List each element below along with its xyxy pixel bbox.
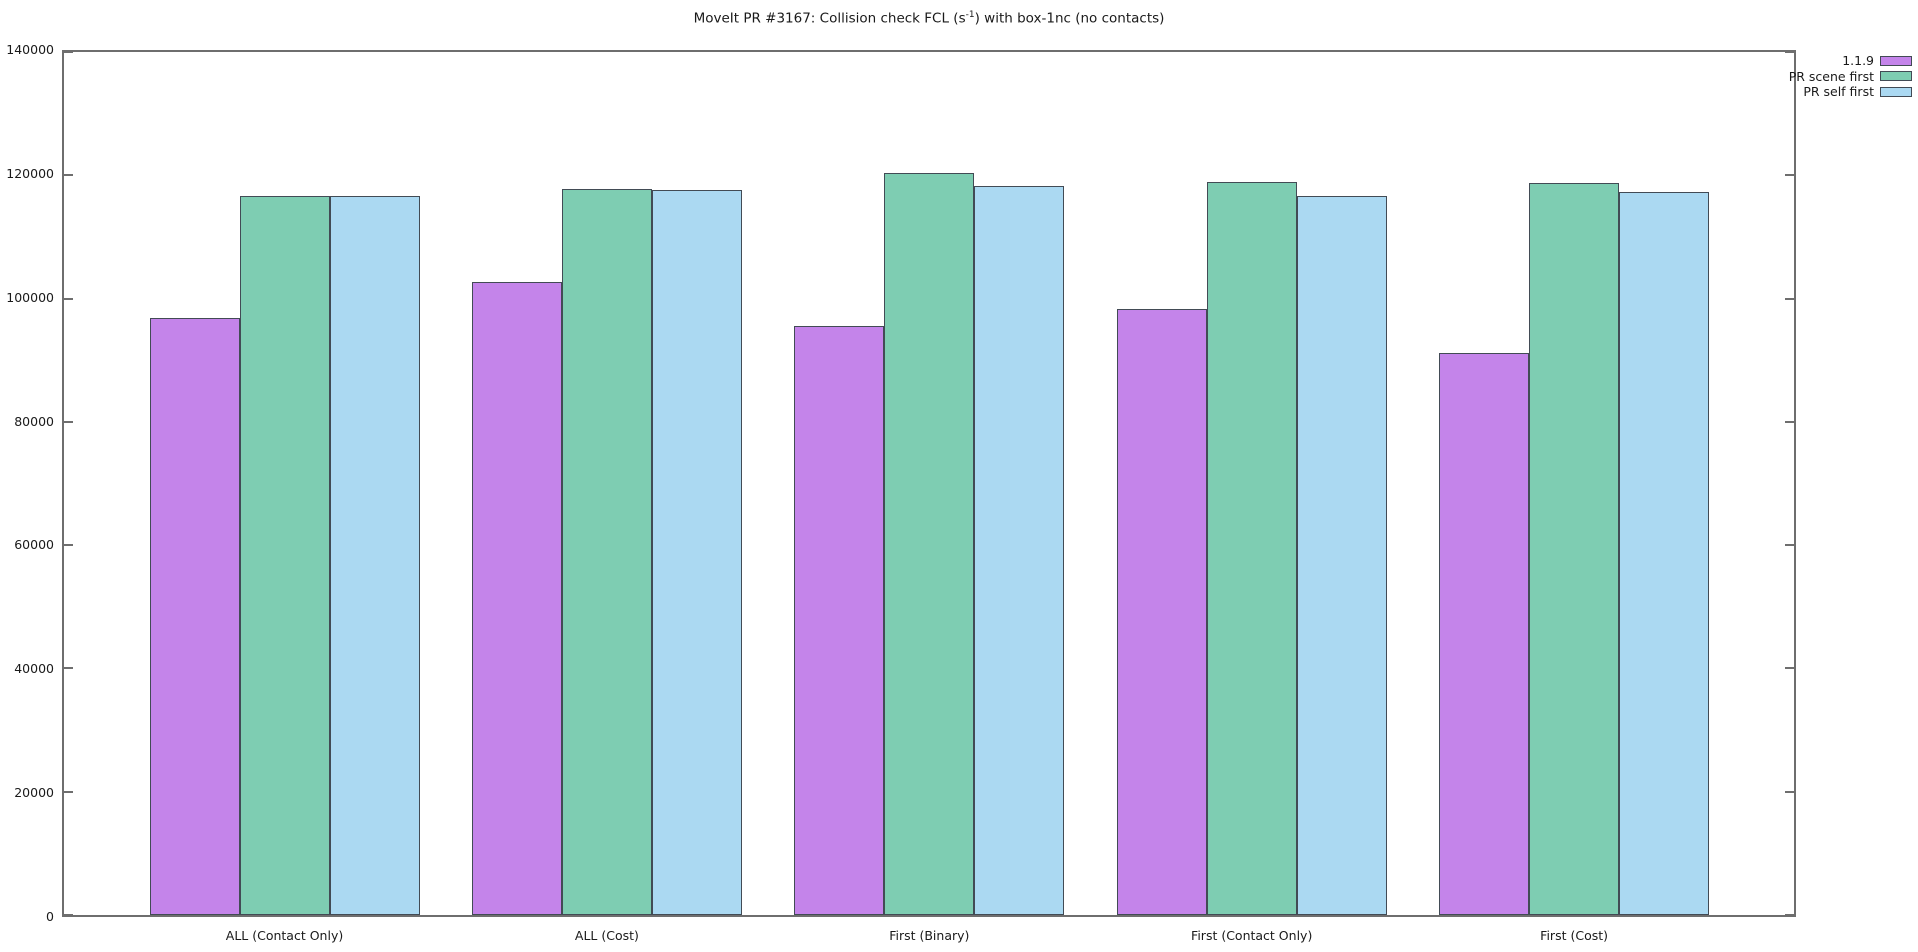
bar-series1-cat2	[884, 172, 975, 915]
bar-series2-cat1	[651, 190, 742, 915]
legend-label: PR self first	[1803, 84, 1874, 100]
legend-row: PR self first	[1789, 84, 1912, 100]
bar-series1-cat1	[561, 188, 652, 915]
bar-series2-cat2	[974, 185, 1065, 915]
y-tick-mark-left	[64, 297, 73, 300]
y-tick-mark-right	[1785, 914, 1794, 916]
y-tick-label: 120000	[6, 165, 54, 181]
y-tick-label: 0	[46, 909, 54, 924]
legend-swatch	[1880, 71, 1912, 82]
y-tick-label: 60000	[14, 537, 54, 553]
legend-row: PR scene first	[1789, 69, 1912, 85]
y-tick-mark-left	[64, 51, 73, 53]
y-tick-mark-right	[1785, 667, 1794, 670]
bar-series0-cat2	[794, 325, 885, 915]
y-tick-mark-left	[64, 544, 73, 547]
x-category-label: ALL (Contact Only)	[225, 928, 344, 943]
bar-series2-cat0	[329, 196, 420, 915]
bar-series2-cat4	[1619, 191, 1710, 915]
bar-series1-cat4	[1529, 183, 1620, 915]
bar-series1-cat0	[239, 195, 330, 915]
legend-swatch	[1880, 55, 1912, 66]
legend: 1.1.9 PR scene first PR self first	[1789, 53, 1912, 100]
y-tick-label: 20000	[14, 785, 54, 801]
y-tick-mark-left	[64, 790, 73, 793]
y-tick-label: 40000	[14, 661, 54, 677]
bar-series1-cat3	[1206, 182, 1297, 915]
x-category-label: First (Cost)	[1540, 928, 1609, 943]
bar-series0-cat4	[1439, 352, 1530, 915]
legend-label: 1.1.9	[1842, 53, 1874, 69]
y-tick-mark-right	[1785, 174, 1794, 177]
y-tick-mark-right	[1785, 544, 1794, 547]
plot-area	[62, 50, 1796, 917]
legend-swatch	[1880, 86, 1912, 97]
y-tick-mark-right	[1785, 297, 1794, 300]
y-tick-label: 100000	[6, 289, 54, 305]
x-category-label: ALL (Cost)	[574, 928, 639, 943]
y-tick-label: 140000	[6, 42, 54, 57]
bar-series2-cat3	[1296, 196, 1387, 915]
legend-row: 1.1.9	[1789, 53, 1912, 69]
legend-label: PR scene first	[1788, 68, 1874, 84]
y-tick-label: 80000	[14, 413, 54, 429]
y-tick-mark-right	[1785, 790, 1794, 793]
bar-series0-cat1	[471, 281, 562, 915]
x-category-label: First (Binary)	[889, 928, 970, 943]
bar-series0-cat3	[1116, 309, 1207, 915]
chart-title: MoveIt PR #3167: Collision check FCL (s-…	[62, 10, 1796, 27]
y-tick-mark-left	[64, 914, 73, 916]
y-tick-mark-right	[1785, 51, 1794, 53]
y-tick-mark-left	[64, 174, 73, 177]
y-tick-mark-left	[64, 667, 73, 670]
chart-title-superscript: -1	[965, 10, 975, 20]
bar-series0-cat0	[149, 317, 240, 915]
chart-title-suffix: ) with box-1nc (no contacts)	[974, 10, 1165, 27]
y-tick-mark-left	[64, 420, 73, 423]
x-category-label: First (Contact Only)	[1191, 928, 1313, 943]
y-tick-mark-right	[1785, 420, 1794, 423]
chart-title-prefix: MoveIt PR #3167: Collision check FCL (s	[693, 10, 966, 27]
